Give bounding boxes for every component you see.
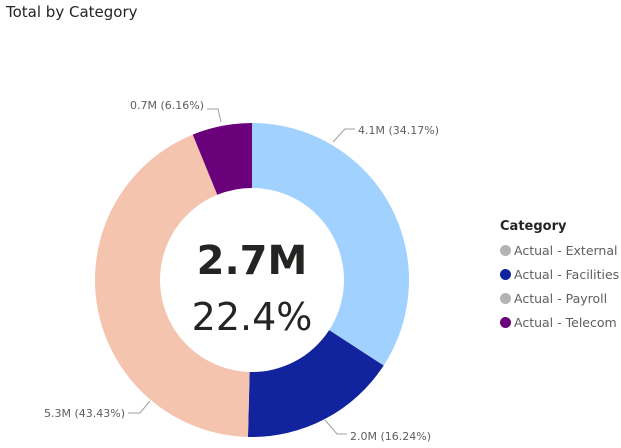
leader-line [207, 108, 222, 123]
legend-title: Category [500, 219, 567, 234]
data-label-facilities: 2.0M (16.24%) [350, 430, 431, 443]
center-value: 2.7M [197, 238, 308, 284]
slice-actual-external[interactable] [252, 123, 409, 366]
data-label-telecom: 0.7M (6.16%) [130, 99, 204, 112]
legend-label: Actual - Telecom [514, 314, 617, 330]
legend-dot-icon [500, 268, 511, 280]
leader-line [332, 128, 355, 143]
legend-item[interactable]: Actual - Telecom [500, 310, 619, 334]
slice-actual-telecom[interactable] [192, 123, 252, 195]
legend-item[interactable]: Actual - External [500, 238, 619, 262]
legend-label: Actual - Payroll [514, 290, 608, 306]
leader-line [324, 419, 347, 435]
legend-item[interactable]: Actual - Facilities [500, 262, 619, 286]
data-label-external: 4.1M (34.17%) [358, 124, 439, 137]
legend: Category Actual - External Actual - Facil… [500, 219, 619, 334]
leader-line [128, 400, 151, 414]
legend-dot-icon [500, 292, 511, 304]
legend-label: Actual - External [514, 242, 618, 258]
legend-label: Actual - Facilities [514, 266, 620, 282]
legend-dot-icon [500, 316, 511, 328]
slice-actual-payroll[interactable] [94, 134, 250, 437]
slice-actual-facilities[interactable] [247, 330, 384, 437]
chart-title: Total by Category [6, 3, 138, 21]
legend-dot-icon [500, 244, 511, 256]
center-percent: 22.4% [192, 295, 313, 339]
data-label-payroll: 5.3M (43.43%) [44, 407, 125, 420]
legend-item[interactable]: Actual - Payroll [500, 286, 619, 310]
